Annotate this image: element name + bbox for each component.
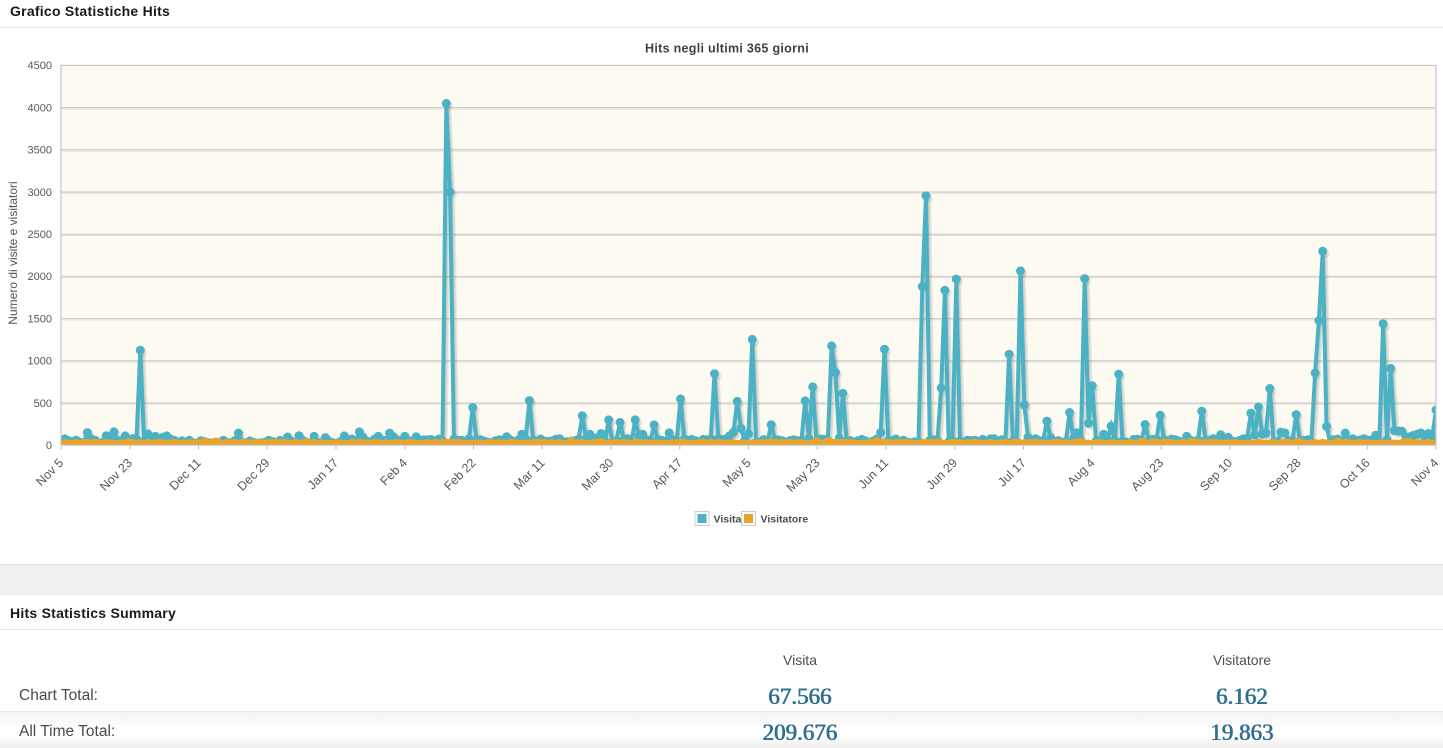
svg-text:Dec 11: Dec 11 [167,456,204,493]
svg-text:Oct 16: Oct 16 [1337,456,1373,492]
svg-text:2000: 2000 [28,271,52,283]
svg-text:May 23: May 23 [784,456,823,495]
svg-text:Nov 4: Nov 4 [1408,456,1441,489]
svg-text:Jul 17: Jul 17 [995,456,1029,490]
svg-text:May 5: May 5 [720,456,754,490]
svg-text:Hits negli ultimi 365 giorni: Hits negli ultimi 365 giorni [645,41,809,55]
svg-text:Jun 11: Jun 11 [856,456,892,492]
svg-text:Dec 29: Dec 29 [235,456,273,494]
svg-text:1000: 1000 [28,356,52,368]
svg-text:0: 0 [46,440,52,452]
svg-text:Mar 30: Mar 30 [579,456,616,493]
svg-text:Nov 5: Nov 5 [33,456,66,489]
svg-text:Nov 23: Nov 23 [97,456,135,494]
svg-text:Sep 10: Sep 10 [1197,456,1235,494]
svg-text:Jan 17: Jan 17 [305,456,341,492]
svg-text:Visita: Visita [714,513,742,525]
svg-text:4500: 4500 [28,60,52,72]
svg-text:Mar 11: Mar 11 [511,456,548,493]
svg-text:Jun 29: Jun 29 [924,456,960,492]
svg-text:Feb 22: Feb 22 [441,456,478,493]
svg-text:Visitatore: Visitatore [761,513,809,525]
svg-text:Numero di visite e visitatori: Numero di visite e visitatori [6,181,20,324]
svg-text:1500: 1500 [28,313,52,325]
svg-text:3000: 3000 [28,187,52,199]
svg-text:Sep 28: Sep 28 [1266,456,1304,494]
svg-text:3500: 3500 [28,145,52,157]
svg-text:2500: 2500 [28,229,52,241]
svg-text:Aug 23: Aug 23 [1128,456,1166,494]
svg-text:Feb 4: Feb 4 [378,456,411,489]
svg-text:Apr 17: Apr 17 [649,456,685,492]
svg-text:4000: 4000 [28,102,52,114]
svg-text:Aug 4: Aug 4 [1065,456,1098,489]
svg-text:500: 500 [34,398,52,410]
